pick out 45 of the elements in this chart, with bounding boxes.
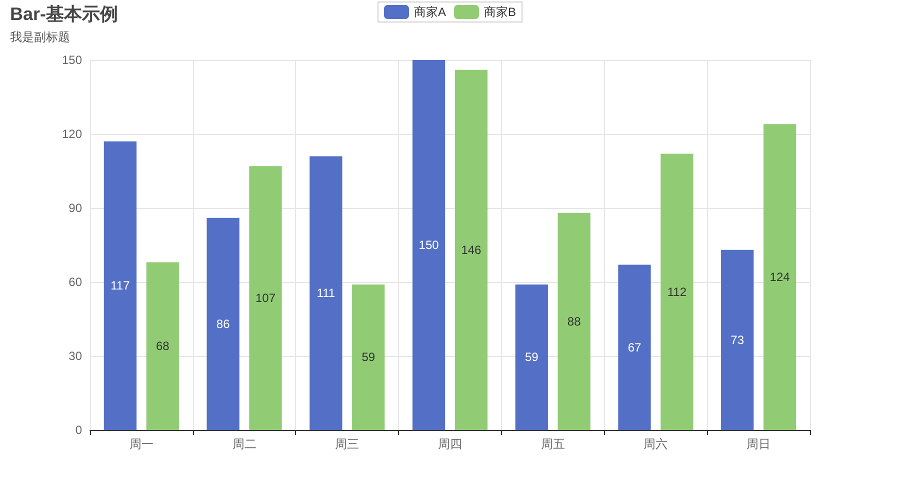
data-label: 111 — [316, 286, 336, 300]
bar — [763, 124, 796, 430]
x-tick-label: 周一 — [129, 437, 154, 451]
data-label: 107 — [255, 291, 276, 306]
data-label: 112 — [667, 284, 687, 299]
bar — [104, 141, 137, 430]
bar — [352, 284, 385, 430]
legend-label: 商家A — [414, 5, 446, 19]
x-tick-label: 周五 — [540, 437, 565, 451]
y-tick-label: 120 — [62, 127, 82, 141]
chart-subtitle: 我是副标题 — [10, 30, 70, 44]
data-label: 59 — [362, 350, 376, 364]
data-label: 73 — [730, 332, 744, 347]
legend-label: 商家B — [484, 5, 516, 19]
bar — [412, 60, 446, 430]
x-tick-label: 周四 — [438, 437, 462, 451]
x-tick-label: 周日 — [746, 437, 771, 451]
bar — [618, 264, 651, 430]
bar — [310, 156, 342, 430]
x-tick-label: 周二 — [232, 437, 256, 451]
data-label: 59 — [524, 350, 539, 364]
data-label: 88 — [567, 314, 582, 328]
data-label: 117 — [110, 278, 130, 293]
bar — [146, 262, 179, 430]
data-label: 124 — [770, 270, 790, 284]
bar — [515, 284, 548, 430]
data-label: 67 — [628, 340, 642, 354]
bar — [249, 166, 282, 430]
y-tick-label: 0 — [75, 423, 82, 437]
y-tick-label: 150 — [62, 53, 82, 67]
x-tick-label: 周三 — [335, 437, 360, 451]
bar — [660, 154, 694, 430]
data-label: 86 — [216, 316, 230, 331]
y-tick-label: 60 — [68, 275, 82, 289]
y-tick-label: 90 — [68, 201, 82, 215]
x-tick-label: 周六 — [644, 437, 668, 451]
chart-title: Bar-基本示例 — [10, 4, 118, 24]
bar — [206, 218, 240, 430]
bar — [721, 250, 754, 430]
y-tick-label: 30 — [68, 349, 82, 363]
data-label: 146 — [461, 242, 482, 257]
data-label: 150 — [418, 238, 440, 252]
bar — [558, 212, 590, 430]
data-label: 68 — [156, 339, 170, 354]
bar — [454, 70, 488, 430]
